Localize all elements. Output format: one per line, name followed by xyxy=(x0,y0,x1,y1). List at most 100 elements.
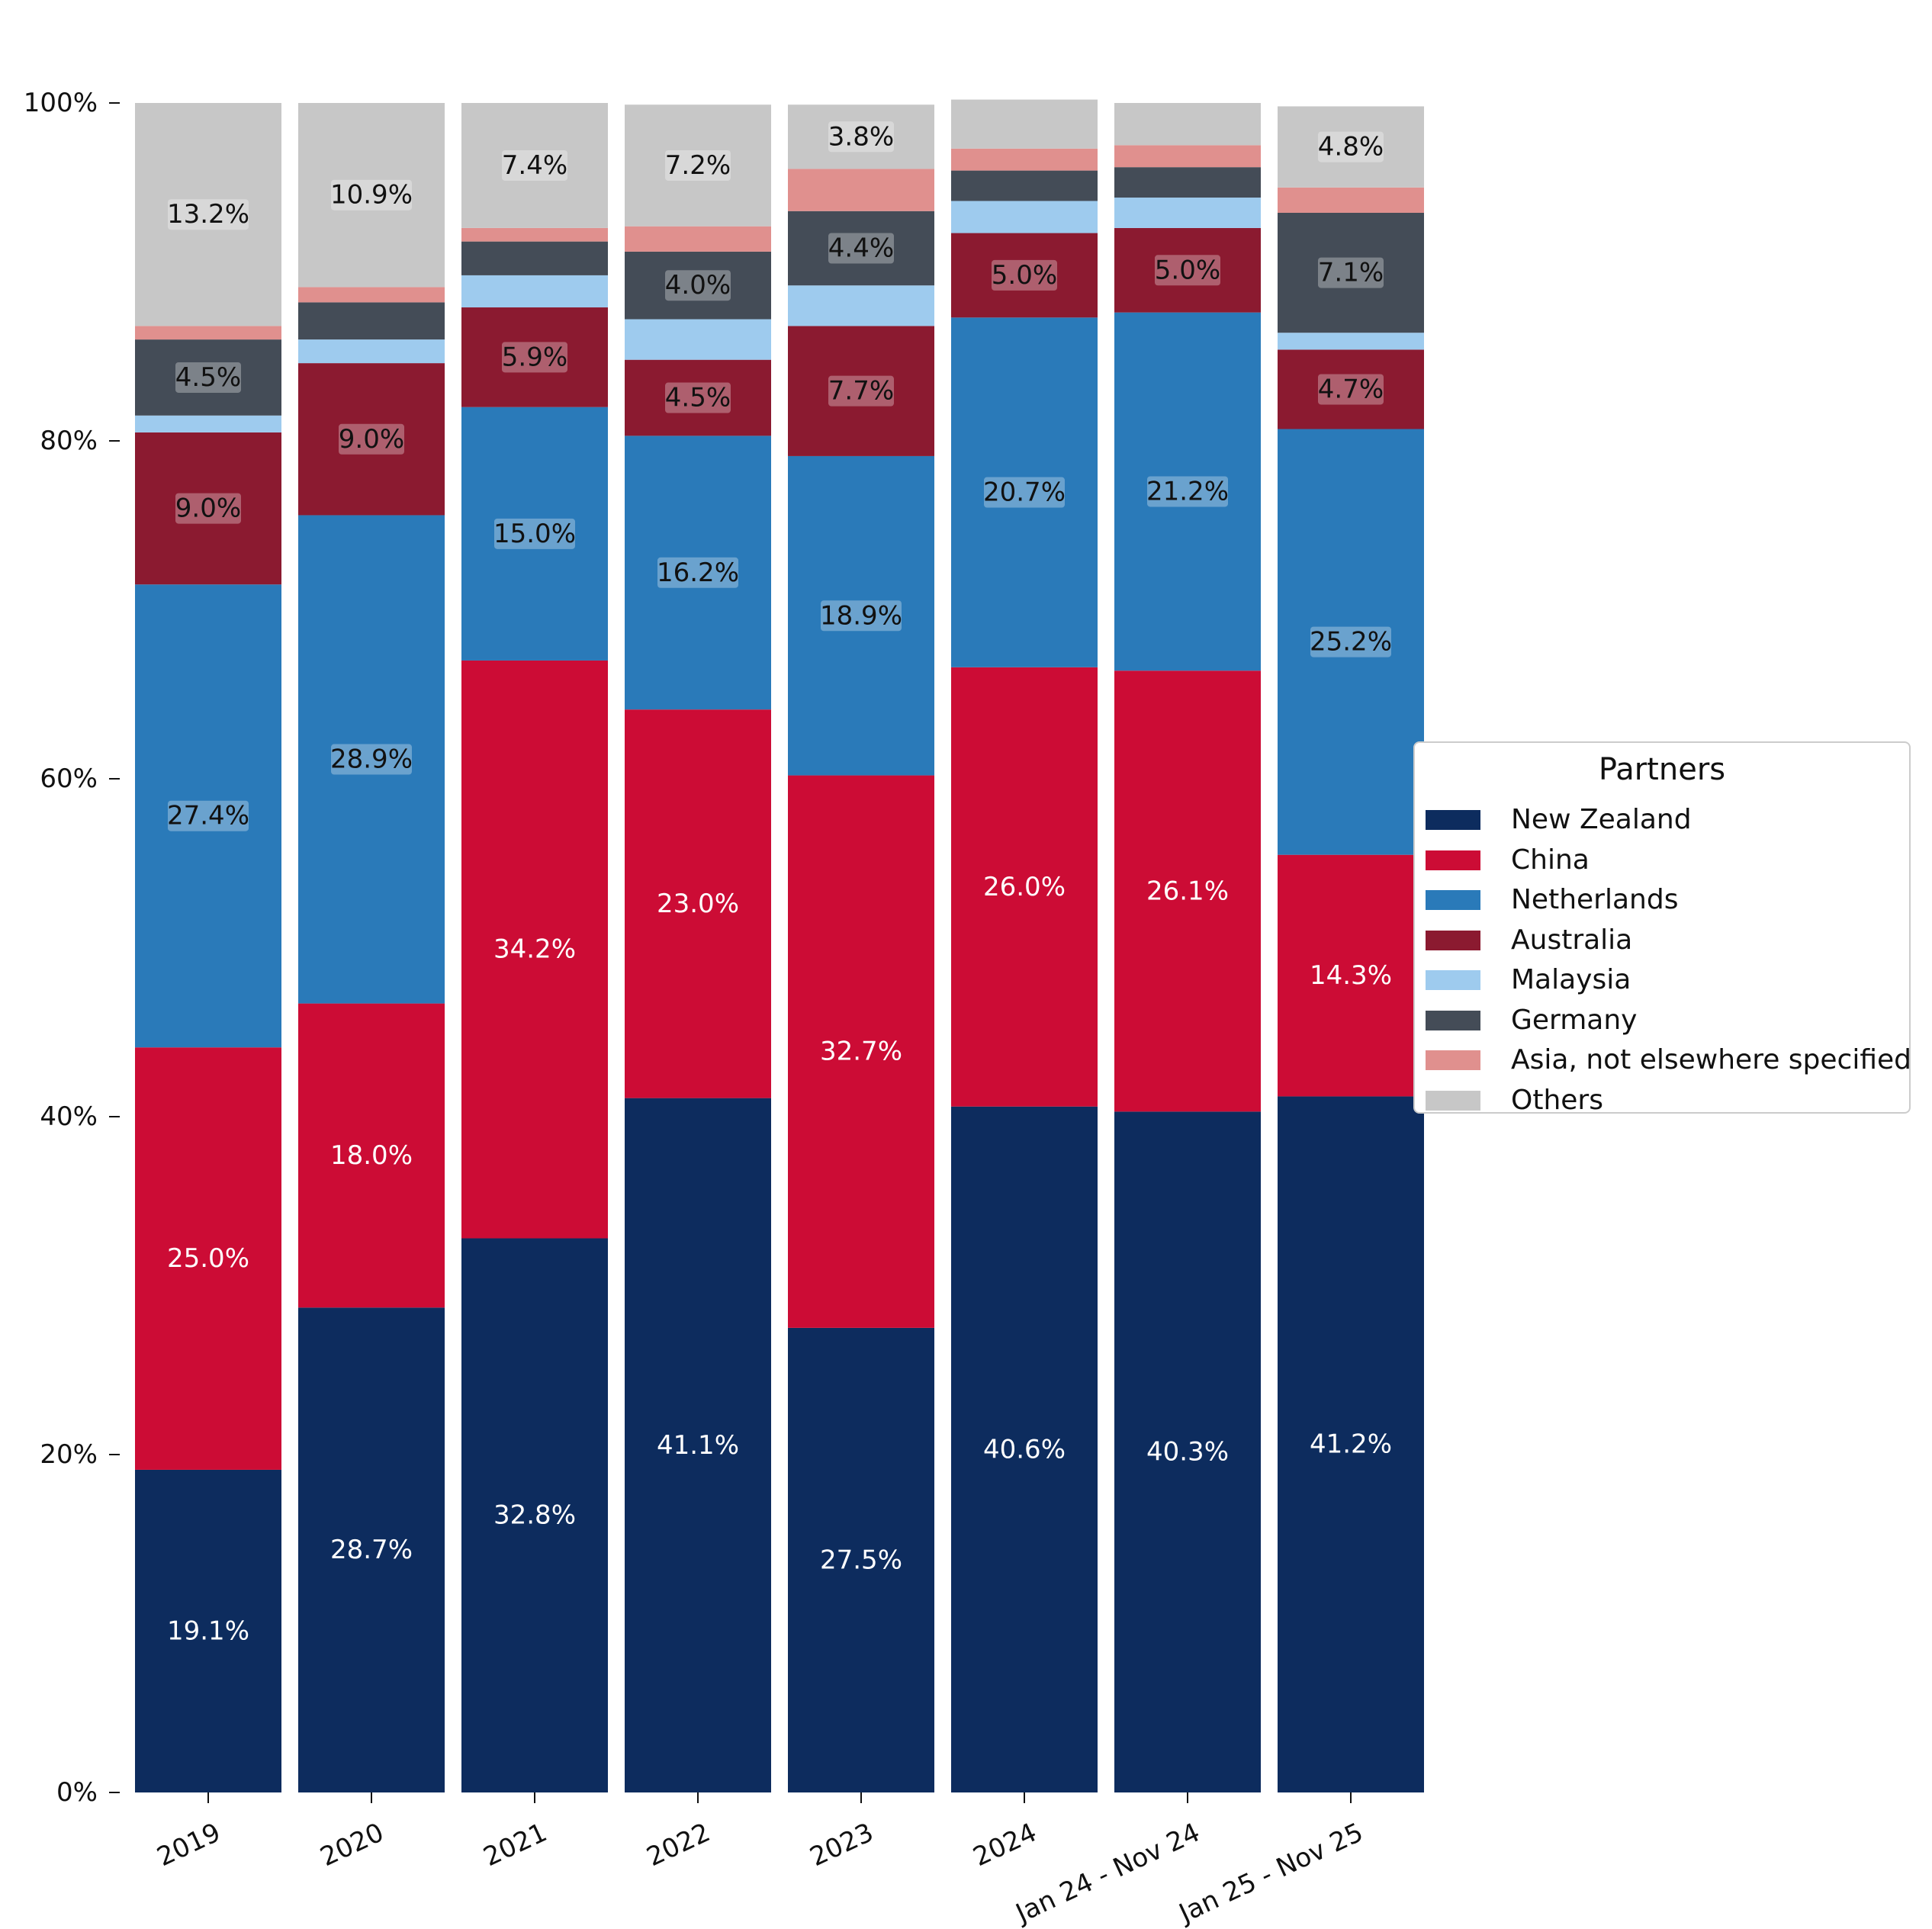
bar-segment xyxy=(298,287,445,303)
bar-segment xyxy=(951,1106,1098,1792)
data-label-background xyxy=(175,362,241,393)
bar-segment xyxy=(461,227,608,242)
legend-swatch xyxy=(1426,850,1480,870)
bar-segment xyxy=(298,302,445,340)
bar-segment xyxy=(625,709,771,1098)
y-tick-label: 20% xyxy=(40,1439,98,1470)
bar-segment xyxy=(135,584,281,1048)
bar-segment xyxy=(135,326,281,340)
legend: Partners New Zealand China Netherlands Aust… xyxy=(1413,741,1911,1116)
legend-swatch xyxy=(1426,1010,1480,1030)
bar-segment xyxy=(1278,212,1424,333)
bar-segment xyxy=(135,415,281,432)
x-tick-label: Jan 25 - Nov 25 xyxy=(1173,1817,1368,1929)
data-label-background xyxy=(828,121,894,153)
data-label-background xyxy=(1318,257,1384,288)
legend-title: Partners xyxy=(1598,752,1726,787)
x-tick-label: 2022 xyxy=(642,1817,715,1873)
data-label: 19.1% xyxy=(167,1616,249,1646)
data-label: 15.0% xyxy=(493,519,576,549)
legend-swatch xyxy=(1426,970,1480,990)
data-label: 16.2% xyxy=(657,558,739,588)
bar-segment xyxy=(1114,312,1261,671)
bar-segment xyxy=(788,211,934,286)
data-label: 9.0% xyxy=(339,424,404,455)
bar-segment xyxy=(788,104,934,169)
y-tick-label: 80% xyxy=(40,426,98,456)
bar-segment xyxy=(461,1238,608,1792)
data-label-background xyxy=(331,744,412,775)
bar-segment xyxy=(625,104,771,227)
data-label: 10.9% xyxy=(330,180,413,211)
y-axis: 0% 20% 40% 60% 80% 100% xyxy=(24,88,120,1808)
legend-label: China xyxy=(1511,844,1590,876)
y-tick-label: 40% xyxy=(40,1101,98,1132)
data-label-background xyxy=(175,493,241,524)
data-label-background xyxy=(1318,131,1384,162)
y-tick-label: 0% xyxy=(56,1777,98,1808)
bar-segment xyxy=(1114,145,1261,168)
bar-segment xyxy=(1278,1096,1424,1792)
data-label-background xyxy=(657,557,738,588)
bar-segment xyxy=(625,251,771,320)
legend-swatch xyxy=(1426,930,1480,950)
bar-segment xyxy=(461,407,608,661)
data-label: 5.0% xyxy=(992,260,1057,291)
data-label: 7.1% xyxy=(1318,258,1384,288)
data-label-background xyxy=(339,423,404,455)
legend-label: Malaysia xyxy=(1511,964,1631,995)
bar-segment xyxy=(625,1098,771,1792)
bar-segment xyxy=(1114,670,1261,1112)
data-label-background xyxy=(168,800,249,831)
data-label-background xyxy=(828,233,894,264)
x-tick-label: 2024 xyxy=(969,1817,1041,1873)
x-tick-label: 2021 xyxy=(479,1817,551,1873)
data-label: 18.9% xyxy=(820,600,902,631)
bar-segment xyxy=(298,339,445,364)
bar-segment xyxy=(461,241,608,275)
data-label: 26.0% xyxy=(983,872,1066,902)
bar-segment xyxy=(1114,198,1261,228)
data-label: 4.7% xyxy=(1318,374,1384,404)
data-label-background xyxy=(1310,626,1391,657)
bar-segment xyxy=(1278,106,1424,188)
data-label: 32.7% xyxy=(820,1037,902,1067)
data-label-background xyxy=(502,149,567,181)
data-label-background xyxy=(821,600,902,632)
bar-segment xyxy=(1278,333,1424,350)
data-label: 5.0% xyxy=(1155,255,1220,285)
y-tick-label: 100% xyxy=(24,88,98,118)
data-label: 40.3% xyxy=(1146,1437,1229,1468)
legend-label: Australia xyxy=(1511,924,1633,956)
bar-segment xyxy=(788,775,934,1328)
data-label: 26.1% xyxy=(1146,876,1229,906)
bar-segment xyxy=(1278,187,1424,213)
bar-segment xyxy=(1114,1111,1261,1792)
x-tick-label: 2019 xyxy=(153,1817,225,1873)
bars-layer xyxy=(135,99,1424,1792)
data-label: 13.2% xyxy=(167,199,249,230)
legend-swatch xyxy=(1426,890,1480,910)
bar-segment xyxy=(951,148,1098,171)
data-label: 27.4% xyxy=(167,801,249,831)
data-label-background xyxy=(665,270,731,301)
data-label: 4.0% xyxy=(665,270,731,301)
bar-segment xyxy=(625,226,771,252)
data-label-background xyxy=(992,259,1057,291)
data-label: 4.8% xyxy=(1318,132,1384,162)
data-label: 18.0% xyxy=(330,1140,413,1171)
data-label: 25.2% xyxy=(1310,627,1392,657)
data-label-background xyxy=(168,199,249,230)
data-label: 25.0% xyxy=(167,1243,249,1274)
data-label-background xyxy=(1318,374,1384,405)
bar-segment xyxy=(625,319,771,360)
data-label-background xyxy=(502,342,567,373)
bar-segment xyxy=(788,1327,934,1792)
bar-segment xyxy=(1114,167,1261,198)
data-label-background xyxy=(665,382,731,413)
bar-segment xyxy=(135,339,281,416)
x-tick-label: Jan 24 - Nov 24 xyxy=(1010,1817,1204,1929)
legend-label: Others xyxy=(1511,1084,1603,1116)
data-label-background xyxy=(331,179,412,211)
bar-segment xyxy=(788,326,934,456)
